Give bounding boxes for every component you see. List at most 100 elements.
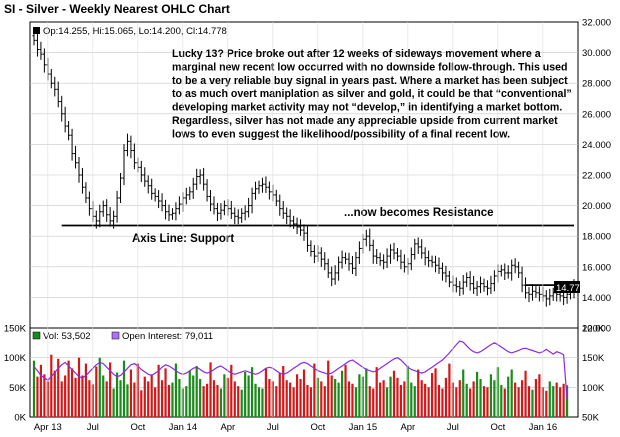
ohlc-bar: [281, 200, 285, 219]
volume-bar: [77, 357, 81, 417]
volume-bar: [524, 370, 527, 417]
volume-bar: [358, 374, 361, 417]
volume-bar: [36, 376, 39, 417]
commentary-line: developing market activity may not “deve…: [172, 102, 562, 114]
volume-bar: [147, 381, 150, 417]
ohlc-bar: [49, 68, 53, 89]
volume-bar: [105, 381, 108, 417]
ohlc-bar: [537, 286, 541, 302]
ohlc-bar: [184, 187, 188, 205]
ohlc-bar: [139, 160, 143, 183]
volume-bar: [50, 354, 53, 417]
volume-bar: [230, 364, 233, 417]
volume-bar: [102, 375, 105, 417]
ohlc-bar: [534, 286, 538, 298]
last-price-box: [554, 281, 580, 293]
volume-bar: [233, 381, 236, 417]
ohlc-bar: [309, 240, 313, 257]
volume-bar: [115, 372, 119, 417]
ohlc-bar: [195, 168, 199, 190]
volume-bar: [441, 388, 444, 417]
volume-bar: [396, 377, 399, 417]
ohlc-bar: [153, 188, 157, 202]
volume-bar: [64, 375, 67, 417]
ohlc-bar: [506, 265, 510, 279]
volume-bar: [340, 370, 344, 417]
volume-bar: [306, 384, 309, 417]
volume-bar: [548, 381, 551, 417]
volume-bar: [503, 388, 506, 417]
ohlc-bar: [229, 200, 233, 219]
open-interest-line: [33, 340, 568, 400]
price-tick-label: 32.000: [582, 18, 611, 29]
ohlc-bar: [60, 95, 64, 122]
ohlc-bar: [427, 250, 431, 268]
x-tick-label: Jul: [267, 422, 279, 433]
volume-bar: [347, 381, 351, 417]
volume-bar: [150, 374, 153, 417]
ohlc-bar: [264, 176, 268, 193]
price-tick-label: 30.000: [582, 48, 611, 59]
ohlc-bar: [236, 209, 240, 225]
ohlc-bar: [298, 219, 303, 236]
volume-bar: [375, 367, 378, 417]
ohlc-bar: [527, 287, 531, 303]
x-tick-label: Apr: [400, 422, 415, 433]
ohlc-bar: [468, 271, 472, 291]
volume-bar: [514, 382, 517, 417]
ohlc-bar: [253, 181, 258, 200]
ohlc-bar: [198, 169, 202, 185]
volume-bar: [295, 374, 299, 417]
ohlc-bar: [413, 238, 417, 260]
volume-bar: [469, 388, 472, 417]
x-tick-label: Apr 13: [34, 422, 62, 433]
ohlc-bar: [326, 258, 330, 278]
price-tick-label: 28.000: [582, 79, 611, 90]
ohlc-bar: [513, 258, 517, 274]
ohlc-bar: [222, 200, 226, 216]
volume-bar: [60, 381, 63, 417]
volume-bar: [327, 360, 330, 417]
volume-bar: [302, 369, 306, 417]
price-tick-label: 16.000: [582, 262, 611, 273]
x-tick-label: Oct: [310, 422, 325, 433]
ohlc-bar: [517, 261, 521, 278]
volume-bar: [209, 362, 212, 417]
volume-bar: [164, 368, 167, 417]
ohlc-bar: [433, 255, 438, 273]
volume-bar: [330, 375, 333, 417]
ohlc-bar: [371, 239, 375, 264]
ohlc-bar: [430, 255, 434, 268]
resistance-label: ...now becomes Resistance: [344, 207, 494, 219]
volume-bar: [39, 364, 43, 417]
ohlc-bar: [385, 248, 389, 268]
ohlc-bar: [544, 290, 548, 307]
ohlc-bar: [98, 204, 102, 228]
ohlc-bar: [125, 133, 130, 157]
ohlc-bar: [157, 190, 161, 209]
ohlc-bar: [257, 180, 261, 194]
volume-bar: [257, 387, 261, 417]
ohlc-bar: [188, 186, 192, 200]
volume-bar: [562, 383, 565, 417]
volume-bar: [195, 365, 198, 417]
commentary-line: to be a very reliable buy signal in year…: [172, 75, 568, 87]
x-tick-label: Apr: [220, 422, 235, 433]
volume-bar: [109, 362, 112, 417]
volume-bar: [437, 384, 441, 417]
volume-bar: [320, 381, 323, 417]
ohlc-bar: [146, 175, 150, 194]
ohlc-bar: [454, 277, 458, 293]
volume-bar: [53, 370, 56, 417]
volume-bar: [507, 376, 510, 417]
ohlc-bar: [219, 203, 223, 220]
volume-bar: [382, 380, 385, 417]
ohlc-bar: [492, 270, 496, 292]
ohlc-bar: [247, 197, 251, 218]
ohlc-bar: [67, 120, 71, 141]
ohlc-bar: [319, 247, 323, 267]
ohlc-bar: [250, 187, 254, 214]
ohlc-readout: Op:14.255, Hi:15.065, Lo:14.200, Cl:14.7…: [43, 26, 227, 37]
ohlc-bar: [323, 252, 327, 271]
volume-bar: [202, 386, 205, 417]
